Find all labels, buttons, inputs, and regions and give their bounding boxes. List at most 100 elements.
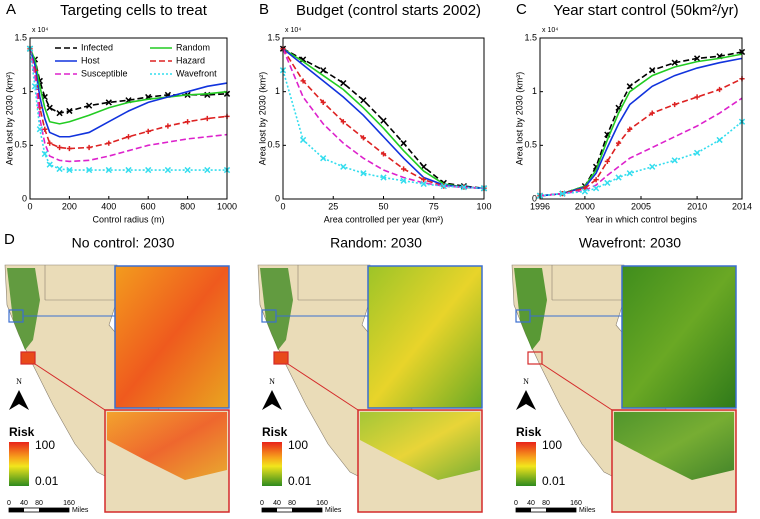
marker: [31, 83, 39, 90]
north-arrow: [516, 390, 536, 410]
scale-label: 40: [273, 500, 281, 507]
marker: [421, 177, 427, 183]
panel-letter: A: [6, 1, 16, 18]
scale-label: 160: [63, 500, 75, 507]
marker: [299, 136, 307, 144]
marker: [401, 166, 407, 172]
marker: [145, 128, 151, 134]
marker: [593, 177, 599, 183]
map-title: Wavefront: 2030: [579, 235, 681, 251]
legend-label: Infected: [81, 42, 113, 52]
scale-bar-fill: [9, 508, 24, 512]
marker: [204, 115, 210, 122]
scale-label: 160: [570, 500, 582, 507]
y-multiplier: x 10⁴: [542, 27, 558, 34]
series-line: [282, 48, 485, 190]
y-tick-label: 0.5: [14, 140, 27, 150]
legend-min: 0.01: [542, 474, 566, 488]
inset-risk: [107, 412, 227, 480]
marker: [716, 136, 723, 144]
series-line: [29, 48, 228, 163]
marker: [185, 119, 191, 125]
series-line: [29, 48, 227, 171]
scale-label: 40: [20, 500, 28, 507]
series-line: [539, 97, 743, 197]
marker: [420, 180, 427, 188]
connector: [541, 363, 613, 411]
legend-label: Susceptible: [81, 68, 128, 78]
marker: [105, 99, 112, 106]
y-axis-label: Area lost by 2030 (km²): [4, 72, 14, 166]
x-tick-label: 600: [141, 201, 156, 211]
series-line: [282, 48, 485, 190]
series-line: [539, 57, 743, 197]
x-tick-label: 2014: [732, 201, 752, 211]
series-line: [539, 53, 743, 197]
legend-label: Wavefront: [176, 68, 217, 78]
plot-frame: [539, 37, 743, 200]
y-tick-label: 1.5: [14, 32, 27, 42]
connector: [287, 363, 359, 411]
risk-bar: [262, 442, 282, 486]
marker: [592, 185, 600, 192]
marker: [46, 161, 53, 168]
scale-bar-fill: [262, 508, 277, 512]
inset-blue: [367, 265, 483, 409]
inset-blue: [114, 265, 230, 409]
y-tick-label: 1.5: [524, 32, 537, 42]
legend-max: 100: [35, 438, 55, 452]
x-axis-label: Year in which control begins: [585, 214, 697, 224]
chart-title: Budget (control starts 2002): [296, 2, 481, 19]
marker: [56, 110, 63, 117]
marker: [649, 110, 655, 116]
marker: [340, 119, 346, 125]
inset-risk: [360, 412, 480, 480]
scale-unit: Miles: [72, 507, 89, 514]
scale-label: 0: [7, 500, 11, 507]
x-tick-label: 0: [27, 201, 32, 211]
scale-label: 0: [514, 500, 518, 507]
marker: [671, 59, 678, 66]
panel-letter: D: [4, 231, 15, 248]
inset-blue: [621, 265, 737, 409]
legend-title: Risk: [516, 425, 542, 439]
marker: [320, 155, 327, 162]
marker: [400, 140, 407, 147]
marker: [204, 166, 211, 174]
x-tick-label: 400: [101, 201, 116, 211]
series-line: [282, 48, 485, 190]
marker: [360, 170, 367, 177]
x-tick-label: 2005: [631, 201, 651, 211]
marker: [56, 165, 63, 173]
marker: [626, 83, 633, 90]
marker: [125, 166, 132, 174]
legend-min: 0.01: [35, 474, 59, 488]
series-line: [539, 78, 743, 197]
series-line: [539, 121, 743, 197]
x-tick-label: 200: [62, 201, 77, 211]
locator-red: [527, 351, 543, 365]
scale-label: 80: [288, 500, 296, 507]
y-tick-label: 1: [275, 86, 280, 96]
marker: [300, 78, 306, 84]
locator-red: [273, 351, 289, 365]
forest: [260, 268, 293, 350]
marker: [380, 117, 387, 124]
chart-title: Targeting cells to treat: [60, 2, 208, 19]
scale-label: 40: [527, 500, 535, 507]
y-axis-label: Area lost by 2030 (km²): [514, 72, 524, 166]
connector: [34, 363, 106, 411]
scale-bar-fill: [516, 508, 531, 512]
north-label: N: [523, 377, 529, 386]
legend-title: Risk: [262, 425, 288, 439]
marker: [649, 67, 656, 74]
marker: [604, 158, 610, 165]
marker: [340, 163, 347, 170]
legend-label: Hazard: [176, 55, 205, 65]
marker: [581, 188, 589, 195]
y-multiplier: x 10⁴: [285, 27, 301, 34]
marker: [41, 150, 48, 158]
marker: [360, 135, 366, 141]
locator-red: [20, 351, 36, 365]
